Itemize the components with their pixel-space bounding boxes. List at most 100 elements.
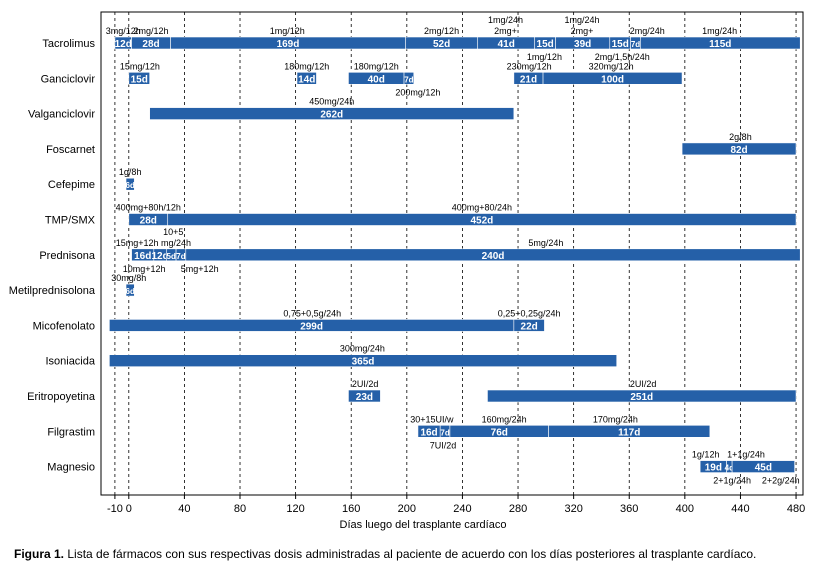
bar-segment bbox=[109, 354, 618, 368]
dose-annotation: 10mg+12h bbox=[123, 264, 166, 274]
x-axis-title: Días luego del trasplante cardíaco bbox=[340, 519, 507, 531]
dose-annotation: 1+1g/24h bbox=[727, 450, 765, 460]
dose-annotation: 2+2g/24h bbox=[762, 476, 800, 486]
bar-segment bbox=[542, 72, 683, 85]
bar-duration-label: 251d bbox=[630, 392, 653, 403]
bar-duration-label: 40d bbox=[368, 74, 385, 85]
dose-annotation: 0,75+0,5g/24h bbox=[283, 308, 341, 318]
bar-duration-label: 5d bbox=[167, 252, 176, 261]
bar-duration-label: 117d bbox=[618, 427, 640, 438]
dose-annotation: 1mg/12h bbox=[270, 26, 305, 36]
dose-annotation: 2mg+ bbox=[571, 26, 594, 36]
bar-segment bbox=[348, 389, 381, 403]
dose-annotation: 2g/8h bbox=[729, 132, 752, 142]
x-tick-label: 400 bbox=[676, 503, 694, 515]
bar-duration-label: 23d bbox=[356, 392, 373, 403]
dose-annotation: 400mg+80/24h bbox=[452, 203, 512, 213]
figure-caption: Figura 1. Lista de fármacos con sus resp… bbox=[14, 547, 804, 562]
x-tick-label: 0 bbox=[126, 503, 132, 515]
dose-annotation: 15mg+12h bbox=[116, 238, 159, 248]
drug-label: Eritropoyetina bbox=[27, 391, 96, 403]
dose-annotation: 2mg/12h bbox=[134, 26, 169, 36]
drug-label: Filgrastim bbox=[47, 426, 95, 438]
bar-duration-label: 365d bbox=[352, 357, 375, 368]
dose-annotation: 30mg/8h bbox=[111, 273, 146, 283]
bar-segment bbox=[640, 36, 801, 50]
bar-segment bbox=[513, 319, 545, 332]
x-axis-ticks: -10 0 40 80 120 160 200 240 280 320 360 400 440 480 bbox=[107, 495, 805, 515]
drug-label: Isoniacida bbox=[45, 356, 95, 368]
bar-duration-label: 15d bbox=[131, 74, 148, 85]
bar-duration-label: 262d bbox=[320, 110, 343, 121]
bar-duration-label: 299d bbox=[300, 321, 323, 332]
drug-label: Ganciclovir bbox=[41, 73, 96, 85]
drug-label: Cefepime bbox=[48, 179, 95, 191]
x-tick-label: 440 bbox=[731, 503, 749, 515]
bar-duration-label: 100d bbox=[601, 74, 624, 85]
drug-label: Metilprednisolona bbox=[9, 285, 96, 297]
bar-segment bbox=[125, 177, 135, 191]
bar-duration-label: 39d bbox=[574, 39, 591, 50]
bar-duration-label: 115d bbox=[709, 39, 731, 50]
x-tick-label: 320 bbox=[564, 503, 582, 515]
bar-duration-label: 6d bbox=[126, 287, 135, 296]
bar-duration-label: 45d bbox=[755, 463, 772, 474]
bar-duration-label: 76d bbox=[491, 427, 508, 438]
x-tick-label: 40 bbox=[178, 503, 190, 515]
bar-duration-label: 7d bbox=[631, 40, 640, 49]
bar-duration-label: 82d bbox=[730, 145, 747, 156]
x-tick-label: 200 bbox=[398, 503, 416, 515]
drug-labels: Tacrolimus Ganciclovir Valganciclovir Fosca… bbox=[9, 38, 96, 474]
x-tick-label: 80 bbox=[234, 503, 246, 515]
bar-duration-label: 28d bbox=[142, 39, 159, 50]
drug-label: Tacrolimus bbox=[42, 38, 95, 50]
bar-duration-label: 16d bbox=[420, 427, 437, 438]
dose-annotation: 2mg/24h bbox=[630, 26, 665, 36]
x-tick-label: 240 bbox=[453, 503, 471, 515]
dose-annotation: 15mg/12h bbox=[120, 61, 160, 71]
bar-duration-label: 6d bbox=[126, 181, 135, 190]
bar-duration-label: 15d bbox=[537, 39, 554, 50]
dose-annotation: 1g/8h bbox=[119, 167, 142, 177]
dose-annotation: 10+5 bbox=[163, 227, 183, 237]
bar-segment bbox=[296, 72, 317, 85]
bar-segment bbox=[487, 389, 797, 403]
dose-annotation: 1g/12h bbox=[692, 450, 720, 460]
dose-annotation: 3mg/12h bbox=[106, 26, 141, 36]
x-tick-label: 120 bbox=[286, 503, 304, 515]
bar-duration-label: 22d bbox=[521, 321, 538, 332]
dose-annotation: 400mg+80h/12h bbox=[116, 203, 181, 213]
bar-duration-label: 7d bbox=[440, 428, 449, 437]
dose-annotation: 2UI/2d bbox=[630, 379, 657, 389]
bar-segment bbox=[128, 72, 150, 85]
dose-annotation: 1mg/12h bbox=[527, 52, 562, 62]
x-tick-label: 160 bbox=[342, 503, 360, 515]
bar-duration-label: 41d bbox=[498, 39, 515, 50]
dose-annotation: 2UI/2d bbox=[352, 379, 379, 389]
bar-duration-label: 19d bbox=[705, 463, 722, 474]
x-tick-label: 360 bbox=[620, 503, 638, 515]
bar-duration-label: 12d bbox=[151, 251, 168, 262]
dose-annotation: 300mg/24h bbox=[340, 344, 385, 354]
drug-label: Prednisona bbox=[39, 250, 96, 262]
dose-annotation: 0,25+0,25g/24h bbox=[498, 308, 561, 318]
bar-duration-label: 240d bbox=[482, 251, 505, 262]
bar-segment bbox=[185, 248, 801, 262]
bar-duration-label: 4d bbox=[725, 464, 734, 473]
bar-segment bbox=[403, 72, 415, 85]
dose-annotation: 200mg/12h bbox=[395, 87, 440, 97]
caption-label: Figura 1. bbox=[14, 547, 65, 561]
x-tick-label: 480 bbox=[787, 503, 805, 515]
bar-duration-label: 452d bbox=[470, 216, 493, 227]
dose-annotation: 30+15UI/w bbox=[410, 414, 454, 424]
dose-annotation: 170mg/24h bbox=[593, 414, 638, 424]
bar-segment bbox=[125, 283, 135, 297]
drug-label: Magnesio bbox=[47, 462, 95, 474]
plot-frame bbox=[100, 11, 804, 496]
bar-duration-label: 16d bbox=[134, 251, 151, 262]
dose-annotation: mg/24h bbox=[161, 238, 191, 248]
dose-annotation: 450mg/24h bbox=[309, 97, 354, 107]
dose-annotation: 2mg/12h bbox=[424, 26, 459, 36]
dose-annotation: 2mg/1,5h/24h bbox=[595, 52, 650, 62]
